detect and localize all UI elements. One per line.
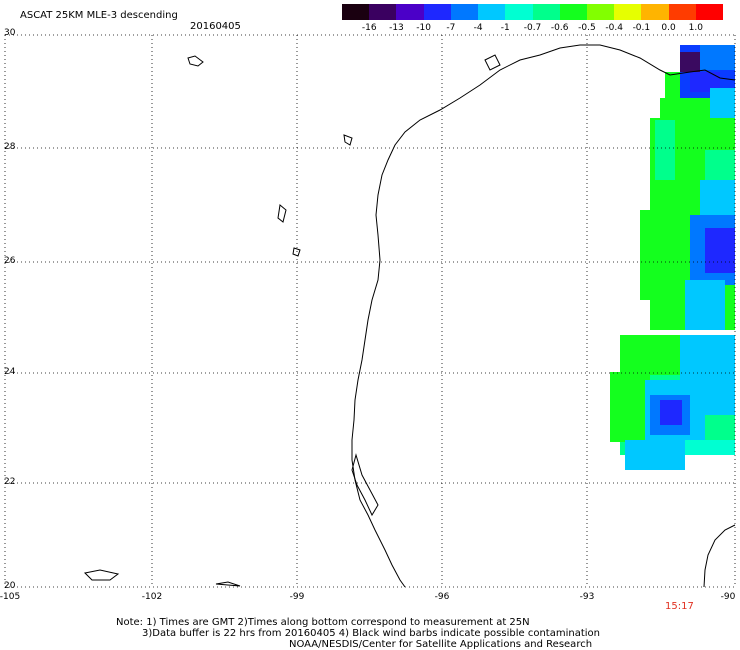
colorbar-tick-label: -4 [473,23,483,33]
note-line-2: 3)Data buffer is 22 hrs from 20160405 4)… [142,628,600,639]
colorbar-tick-label: 1.0 [688,23,703,33]
product-title: ASCAT 25KM MLE-3 descending [20,10,178,21]
lat-label-30: 30 [4,28,16,38]
colorbar-tick-label: -0.1 [632,23,651,33]
colorbar-segment [586,4,615,20]
product-date: 20160405 [190,21,241,32]
colorbar-segment [342,4,370,20]
colorbar-segment [423,4,452,20]
lat-lon-grid [4,34,736,588]
lon-label-93: -93 [579,592,595,602]
colorbar-tick-label: -1 [500,23,510,33]
colorbar-tick-label: -0.5 [578,23,596,33]
colorbar-segment [614,4,642,20]
colorbar-tick-label: -0.4 [605,23,623,33]
colorbar-segment [641,4,670,20]
swath-data [610,45,735,470]
colorbar-tick-label: -10 [416,23,431,33]
lon-label-96: -96 [434,592,450,602]
lon-label-105: -105 [0,592,21,602]
colorbar-segment [505,4,533,20]
note-line-3: NOAA/NESDIS/Center for Satellite Applica… [289,639,593,650]
colorbar-tick-label: -0.7 [523,23,542,33]
colorbar-segment [532,4,561,20]
colorbar-segment [450,4,479,20]
colorbar-segment [695,4,724,20]
colorbar-segment [369,4,397,20]
lat-label-26: 26 [4,256,16,266]
colorbar [342,4,724,20]
colorbar-segment [559,4,588,20]
lat-label-20: 20 [4,581,16,591]
colorbar-segment [396,4,425,20]
colorbar-tick-label: -16 [361,23,377,33]
lon-label-99: -99 [289,592,305,602]
lon-label-102: -102 [141,592,163,602]
lon-label-90: -90 [720,592,736,602]
colorbar-segment [478,4,506,20]
colorbar-tick-label: -13 [389,23,404,33]
lat-label-28: 28 [4,142,16,152]
colorbar-tick-label: 0.0 [661,23,676,33]
lat-label-24: 24 [4,367,16,377]
lat-label-22: 22 [4,477,16,487]
colorbar-segment [668,4,697,20]
note-line-1: Note: 1) Times are GMT 2)Times along bot… [116,617,530,628]
pass-timestamp: 15:17 [665,601,694,612]
colorbar-tick-label: -0.6 [550,23,569,33]
coastline [83,44,736,588]
colorbar-tick-label: -7 [446,23,456,33]
